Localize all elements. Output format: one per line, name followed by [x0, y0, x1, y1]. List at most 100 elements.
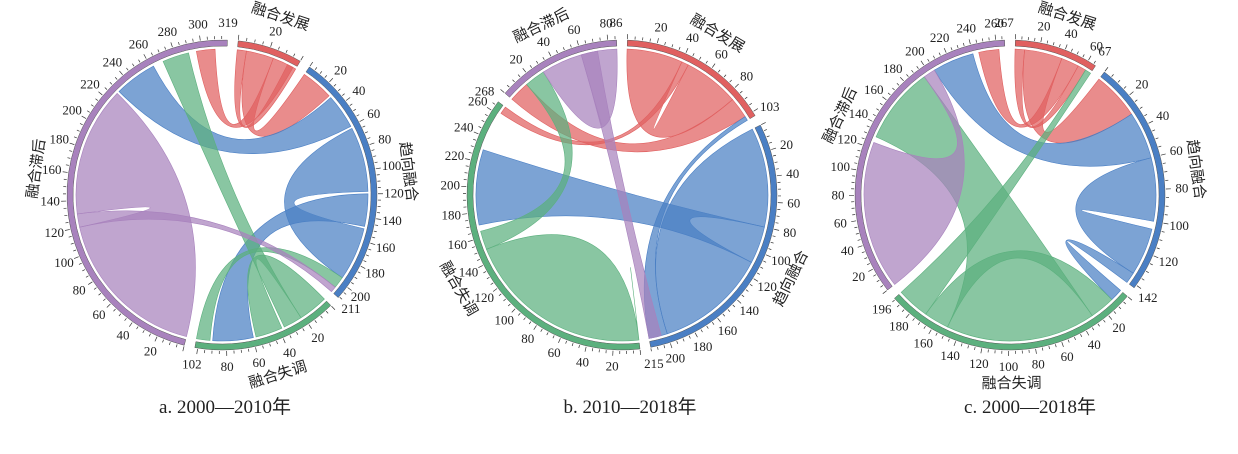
- axis-tick: [741, 294, 745, 298]
- flow-ribbon: [284, 127, 369, 279]
- axis-tick: [486, 276, 490, 280]
- flow-ribbon: [978, 49, 1079, 128]
- axis-tick: [196, 349, 198, 355]
- tick-label: 200: [666, 351, 686, 366]
- axis-tick: [492, 288, 498, 292]
- axis-tick: [278, 46, 280, 50]
- axis-tick: [863, 131, 868, 134]
- group-total-label: 215: [644, 356, 664, 371]
- axis-tick: [88, 281, 93, 285]
- axis-tick: [119, 70, 123, 75]
- tick-label: 300: [188, 17, 208, 32]
- axis-tick: [178, 41, 180, 46]
- flow-ribbon: [580, 50, 662, 339]
- axis-tick: [371, 149, 375, 151]
- axis-tick: [867, 118, 873, 122]
- tick-label: 20: [1037, 18, 1050, 33]
- axis-tick: [345, 97, 351, 101]
- tick-label: 200: [62, 103, 82, 118]
- axis-tick: [517, 74, 521, 78]
- tick-label: 40: [1156, 108, 1169, 123]
- tick-label: 140: [459, 265, 479, 280]
- axis-tick: [351, 282, 354, 285]
- axis-tick: [376, 218, 382, 220]
- axis-tick: [324, 75, 328, 78]
- axis-tick: [1086, 330, 1090, 336]
- axis-tick: [705, 60, 708, 64]
- axis-tick: [657, 346, 659, 350]
- group-arc: [305, 66, 378, 298]
- axis-tick: [887, 92, 891, 96]
- axis-tick: [982, 38, 984, 42]
- axis-tick: [375, 224, 379, 226]
- axis-tick: [484, 113, 488, 117]
- axis-tick: [745, 289, 749, 292]
- axis-tick: [320, 315, 323, 319]
- axis-tick: [857, 149, 861, 152]
- axis-tick: [670, 343, 673, 349]
- tick-label: 20: [852, 269, 865, 284]
- axis-tick: [462, 213, 468, 215]
- axis-tick: [854, 162, 858, 164]
- axis-tick: [756, 272, 760, 275]
- tick-label: 80: [73, 283, 86, 298]
- axis-tick: [729, 79, 732, 83]
- axis-tick: [950, 47, 953, 51]
- axis-tick: [142, 330, 145, 334]
- group-total-label: 102: [182, 356, 202, 371]
- axis-tick: [522, 68, 527, 73]
- group-total-label: 196: [872, 302, 892, 317]
- axis-tick: [980, 348, 983, 354]
- axis-tick: [1074, 336, 1076, 340]
- axis-tick: [325, 310, 329, 314]
- tick-label: 20: [509, 52, 522, 67]
- axis-tick: [854, 226, 858, 229]
- axis-tick: [899, 76, 904, 82]
- axis-tick: [296, 331, 299, 335]
- axis-tick: [744, 96, 748, 100]
- axis-tick: [164, 46, 167, 50]
- tick-label: 40: [1065, 26, 1078, 41]
- axis-tick: [73, 136, 77, 139]
- axis-tick: [968, 39, 971, 45]
- axis-tick: [722, 313, 726, 317]
- axis-tick: [1134, 99, 1138, 102]
- tick-label: 140: [382, 213, 402, 228]
- group-total-label: 86: [609, 15, 623, 30]
- group-arc: [237, 40, 301, 67]
- axis-tick: [103, 298, 106, 302]
- tick-label: 20: [606, 359, 619, 374]
- tick-label: 220: [930, 30, 950, 45]
- tick-label: 60: [1170, 143, 1183, 158]
- tick-label: 160: [864, 82, 884, 97]
- axis-tick: [300, 55, 304, 61]
- axis-tick: [370, 242, 376, 245]
- axis-tick: [941, 335, 944, 339]
- tick-label: 20: [311, 330, 324, 345]
- axis-tick: [1145, 270, 1149, 273]
- axis-tick: [86, 110, 90, 113]
- axis-tick: [1123, 301, 1127, 305]
- tick-label: 200: [441, 178, 461, 193]
- group-arc: [466, 101, 641, 351]
- tick-label: 120: [384, 186, 404, 201]
- axis-tick: [706, 325, 709, 329]
- axis-tick: [490, 282, 494, 285]
- tick-label: 80: [832, 187, 845, 202]
- axis-tick: [360, 265, 366, 269]
- axis-tick: [473, 131, 479, 135]
- axis-tick: [967, 345, 969, 349]
- tick-label: 40: [1088, 337, 1101, 352]
- axis-tick: [90, 104, 94, 107]
- axis-tick: [562, 47, 565, 51]
- axis-tick: [1155, 137, 1159, 140]
- axis-tick: [511, 308, 516, 313]
- axis-tick: [737, 299, 742, 304]
- axis-tick: [339, 297, 343, 300]
- axis-tick: [901, 309, 905, 313]
- axis-tick: [368, 248, 372, 251]
- tick-label: 120: [969, 356, 989, 371]
- axis-tick: [1111, 74, 1114, 77]
- axis-tick: [67, 157, 71, 159]
- axis-tick: [314, 320, 317, 323]
